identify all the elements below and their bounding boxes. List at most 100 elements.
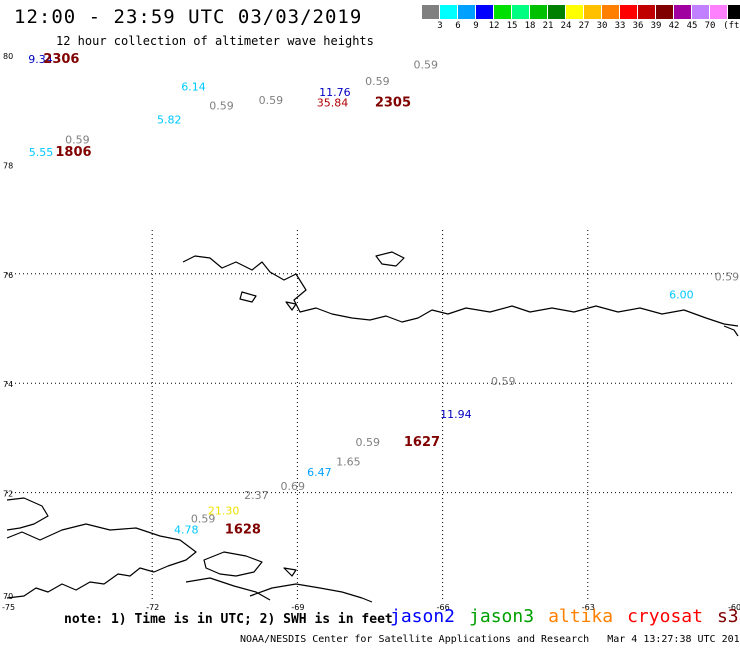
legend-label: 36 (632, 21, 644, 31)
greenland-coastline (182, 255, 739, 327)
longitude-tick-label: -66 (437, 603, 450, 612)
legend-label: 15 (506, 21, 518, 31)
legend-swatch (422, 5, 440, 19)
wave-height-label: 4.78 (174, 524, 199, 537)
satellite-altika: altika (548, 606, 614, 627)
satellite-jason3: jason3 (469, 606, 535, 627)
pass-time-label: 1806 (55, 145, 91, 160)
baffin-island-coastline (185, 577, 271, 601)
wave-height-label: 11.76 (319, 86, 351, 99)
wave-height-label: 0.59 (715, 270, 740, 283)
latitude-tick-label: 72 (3, 490, 13, 499)
legend-swatch (476, 5, 494, 19)
legend-label: 33 (614, 21, 626, 31)
legend-swatch (620, 5, 638, 19)
island-coastline (285, 301, 297, 311)
legend-swatch (692, 5, 710, 19)
pass-time-label: 2306 (43, 52, 79, 67)
wave-height-label: 35.84 (317, 96, 349, 109)
greenland-coastline (723, 325, 739, 337)
longitude-tick-label: -75 (2, 603, 15, 612)
legend-label: 30 (596, 21, 608, 31)
legend-label: 42 (668, 21, 680, 31)
baffin-island-coastline (6, 497, 49, 531)
footer-date: Mar 4 13:27:38 UTC 2019 (607, 634, 740, 645)
legend-label: 3 (437, 21, 443, 31)
legend-label: 21 (542, 21, 554, 31)
wave-height-label: 11.94 (440, 408, 472, 421)
wave-height-label: 21.30 (208, 504, 240, 517)
legend-swatch (548, 5, 566, 19)
wave-height-label: 0.59 (491, 375, 516, 388)
legend-label: 70 (704, 21, 716, 31)
wave-height-label: 5.55 (29, 146, 53, 159)
legend-swatch (566, 5, 584, 19)
legend-swatch (674, 5, 692, 19)
wave-height-label: 2.37 (244, 489, 269, 502)
wave-height-label: 0.59 (365, 75, 390, 88)
units-note: note: 1) Time is in UTC; 2) SWH is in fe… (64, 612, 393, 627)
footer: NOAA/NESDIS Center for Satellite Applica… (240, 634, 740, 645)
longitude-tick-label: -72 (146, 603, 159, 612)
legend-swatch (458, 5, 476, 19)
wave-height-label: 0.69 (280, 480, 305, 493)
wave-height-label: 0.59 (355, 436, 380, 449)
satellite-s3a: s3a (716, 606, 740, 627)
wave-height-label: 0.59 (209, 100, 234, 113)
latitude-tick-label: 74 (3, 380, 13, 389)
longitude-tick-label: -69 (291, 603, 304, 612)
legend-swatch (530, 5, 548, 19)
legend-label: (ft) (723, 21, 740, 31)
wave-height-label: 0.59 (414, 59, 439, 72)
legend-swatch (494, 5, 512, 19)
wave-height-label: 6.14 (181, 81, 206, 94)
wave-height-label: 6.47 (307, 466, 332, 479)
wave-height-label: 0.59 (65, 134, 90, 147)
wave-height-label: 0.59 (191, 513, 216, 526)
wave-height-label: 1.65 (336, 455, 361, 468)
baffin-island-coastline (6, 523, 197, 599)
map-subtitle: 12 hour collection of altimeter wave hei… (56, 34, 374, 48)
legend-label: 39 (650, 21, 662, 31)
baffin-island-coastline (249, 583, 373, 603)
satellite-legend: jason2 jason3 altika cryosat s3a (390, 606, 740, 627)
wave-height-label: 5.82 (157, 113, 182, 126)
latitude-tick-label: 70 (3, 592, 13, 601)
legend-label: 12 (488, 21, 500, 31)
legend-label: 9 (473, 21, 479, 31)
island-coastline (239, 291, 257, 303)
legend-swatch (710, 5, 728, 19)
pass-time-label: 1627 (404, 435, 440, 450)
legend-swatch (728, 5, 740, 19)
latitude-tick-label: 78 (3, 161, 13, 170)
legend-label: 27 (578, 21, 590, 31)
pass-time-label: 1628 (225, 523, 261, 538)
legend-swatch (512, 5, 530, 19)
island-coastline (283, 567, 297, 577)
legend-swatches (422, 5, 740, 19)
legend-swatch (440, 5, 458, 19)
legend-label: 45 (686, 21, 698, 31)
legend-swatch (656, 5, 674, 19)
map-title: 12:00 - 23:59 UTC 03/03/2019 (14, 6, 363, 28)
wave-height-label: 0.59 (259, 94, 284, 107)
legend-label: 24 (560, 21, 572, 31)
latitude-tick-label: 76 (3, 271, 13, 280)
satellite-cryosat: cryosat (627, 606, 703, 627)
satellite-jason2: jason2 (390, 606, 456, 627)
footer-source: NOAA/NESDIS Center for Satellite Applica… (240, 634, 590, 645)
longitude-tick-label: -60 (728, 603, 740, 612)
latitude-tick-label: 80 (3, 52, 13, 61)
longitude-tick-label: -63 (582, 603, 595, 612)
wave-height-label: 6.00 (669, 288, 694, 301)
wave-height-label: 9.34 (28, 53, 52, 66)
island-coastline (203, 551, 263, 577)
legend-swatch (584, 5, 602, 19)
pass-time-label: 2305 (375, 95, 411, 110)
legend-label: 6 (455, 21, 461, 31)
legend-label: 18 (524, 21, 536, 31)
island-coastline (375, 251, 405, 267)
